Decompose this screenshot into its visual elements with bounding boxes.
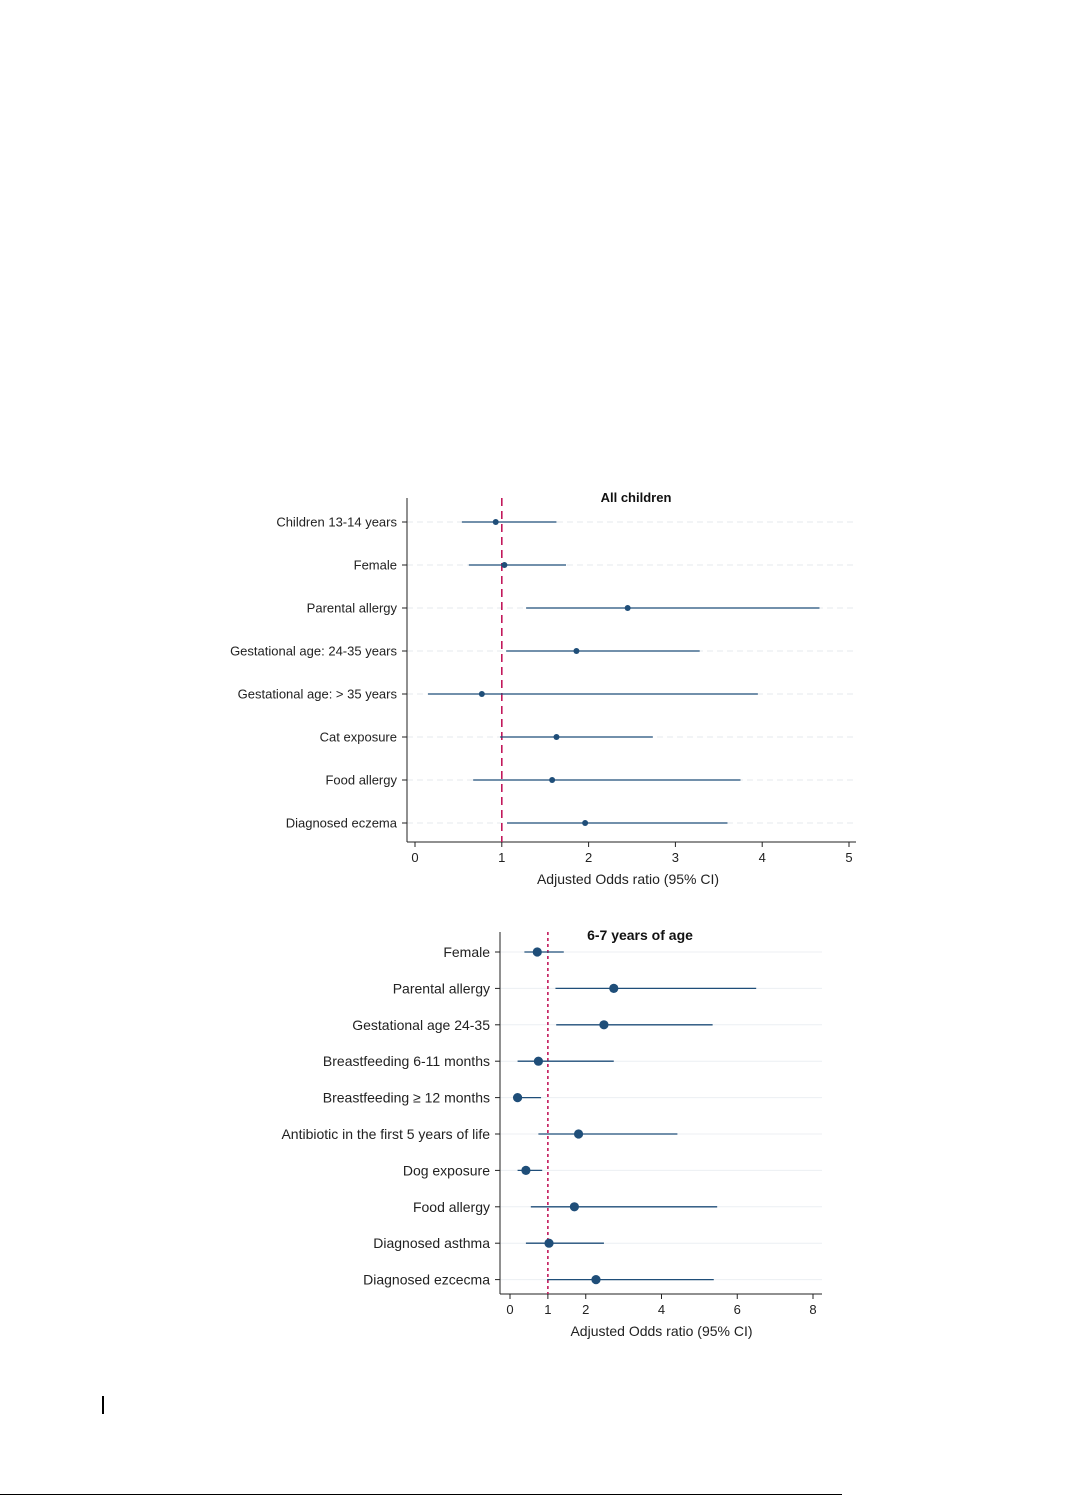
point-estimate-6 [521, 1165, 531, 1175]
forest-plot-all-children: 0 1 2 3 4 5 Children 13-14 years Female Parental… [0, 470, 1090, 900]
point-estimate-3 [573, 648, 580, 654]
category-label-9: Diagnosed ezcecma [363, 1272, 490, 1288]
category-label-0: Children 13-14 years [276, 515, 397, 530]
category-label-2: Parental allergy [307, 601, 398, 616]
category-label-8: Diagnosed asthma [373, 1235, 490, 1251]
category-label-6: Dog exposure [403, 1162, 490, 1178]
forest-plot-6-7-years: 0 1 2 4 6 8 Female Parental allergy Gestational … [0, 910, 1090, 1350]
category-label-7: Food allergy [413, 1199, 490, 1215]
category-label-7: Diagnosed eczema [286, 816, 398, 831]
x-tick-label-3: 3 [672, 850, 679, 865]
point-estimate-0 [532, 947, 542, 957]
x-tick-label-0: 0 [506, 1302, 513, 1317]
category-label-1: Parental allergy [393, 980, 490, 996]
point-estimate-2 [599, 1020, 609, 1030]
point-estimate-5 [553, 734, 560, 740]
page-margin-mark [102, 1396, 104, 1414]
category-label-4: Breastfeeding ≥ 12 months [323, 1090, 490, 1106]
chart-title: 6-7 years of age [587, 927, 693, 943]
category-label-2: Gestational age 24-35 [352, 1017, 490, 1033]
x-axis-label: Adjusted Odds ratio (95% CI) [570, 1323, 752, 1339]
chart-title: All children [601, 490, 672, 505]
forest-plot-all-children-svg: 0 1 2 3 4 5 Children 13-14 years Female Parental… [230, 490, 856, 887]
point-estimate-6 [549, 777, 556, 783]
x-tick-label-5: 5 [845, 850, 852, 865]
footer-rule [0, 1494, 842, 1495]
x-tick-label-4: 6 [734, 1302, 741, 1317]
point-estimate-0 [492, 519, 499, 525]
point-estimate-4 [512, 1093, 523, 1103]
category-label-3: Breastfeeding 6-11 months [323, 1053, 490, 1069]
x-tick-label-0: 0 [411, 850, 418, 865]
x-tick-label-2: 2 [582, 1302, 589, 1317]
category-label-0: Female [443, 944, 490, 960]
x-tick-label-1: 1 [498, 850, 505, 865]
point-estimate-1 [609, 983, 619, 993]
x-tick-label-4: 4 [759, 850, 766, 865]
x-tick-label-3: 4 [658, 1302, 665, 1317]
category-label-6: Food allergy [325, 773, 397, 788]
x-tick-label-5: 8 [809, 1302, 816, 1317]
point-estimate-5 [573, 1129, 584, 1139]
category-label-4: Gestational age: > 35 years [238, 687, 398, 702]
point-estimate-2 [624, 605, 631, 611]
x-tick-label-2: 2 [585, 850, 592, 865]
point-estimate-8 [544, 1238, 554, 1248]
point-estimate-4 [478, 691, 485, 697]
point-estimate-3 [533, 1056, 544, 1066]
x-axis-label: Adjusted Odds ratio (95% CI) [537, 871, 719, 887]
category-label-5: Cat exposure [320, 730, 397, 745]
category-label-3: Gestational age: 24-35 years [230, 644, 397, 659]
forest-plot-6-7-years-svg: 0 1 2 4 6 8 Female Parental allergy Gestational … [281, 927, 822, 1339]
x-tick-label-1: 1 [544, 1302, 551, 1317]
point-estimate-9 [591, 1275, 601, 1285]
point-estimate-7 [582, 820, 589, 826]
category-label-1: Female [354, 558, 397, 573]
point-estimate-7 [569, 1202, 579, 1212]
category-label-5: Antibiotic in the first 5 years of life [281, 1126, 490, 1142]
point-estimate-1 [501, 562, 508, 568]
